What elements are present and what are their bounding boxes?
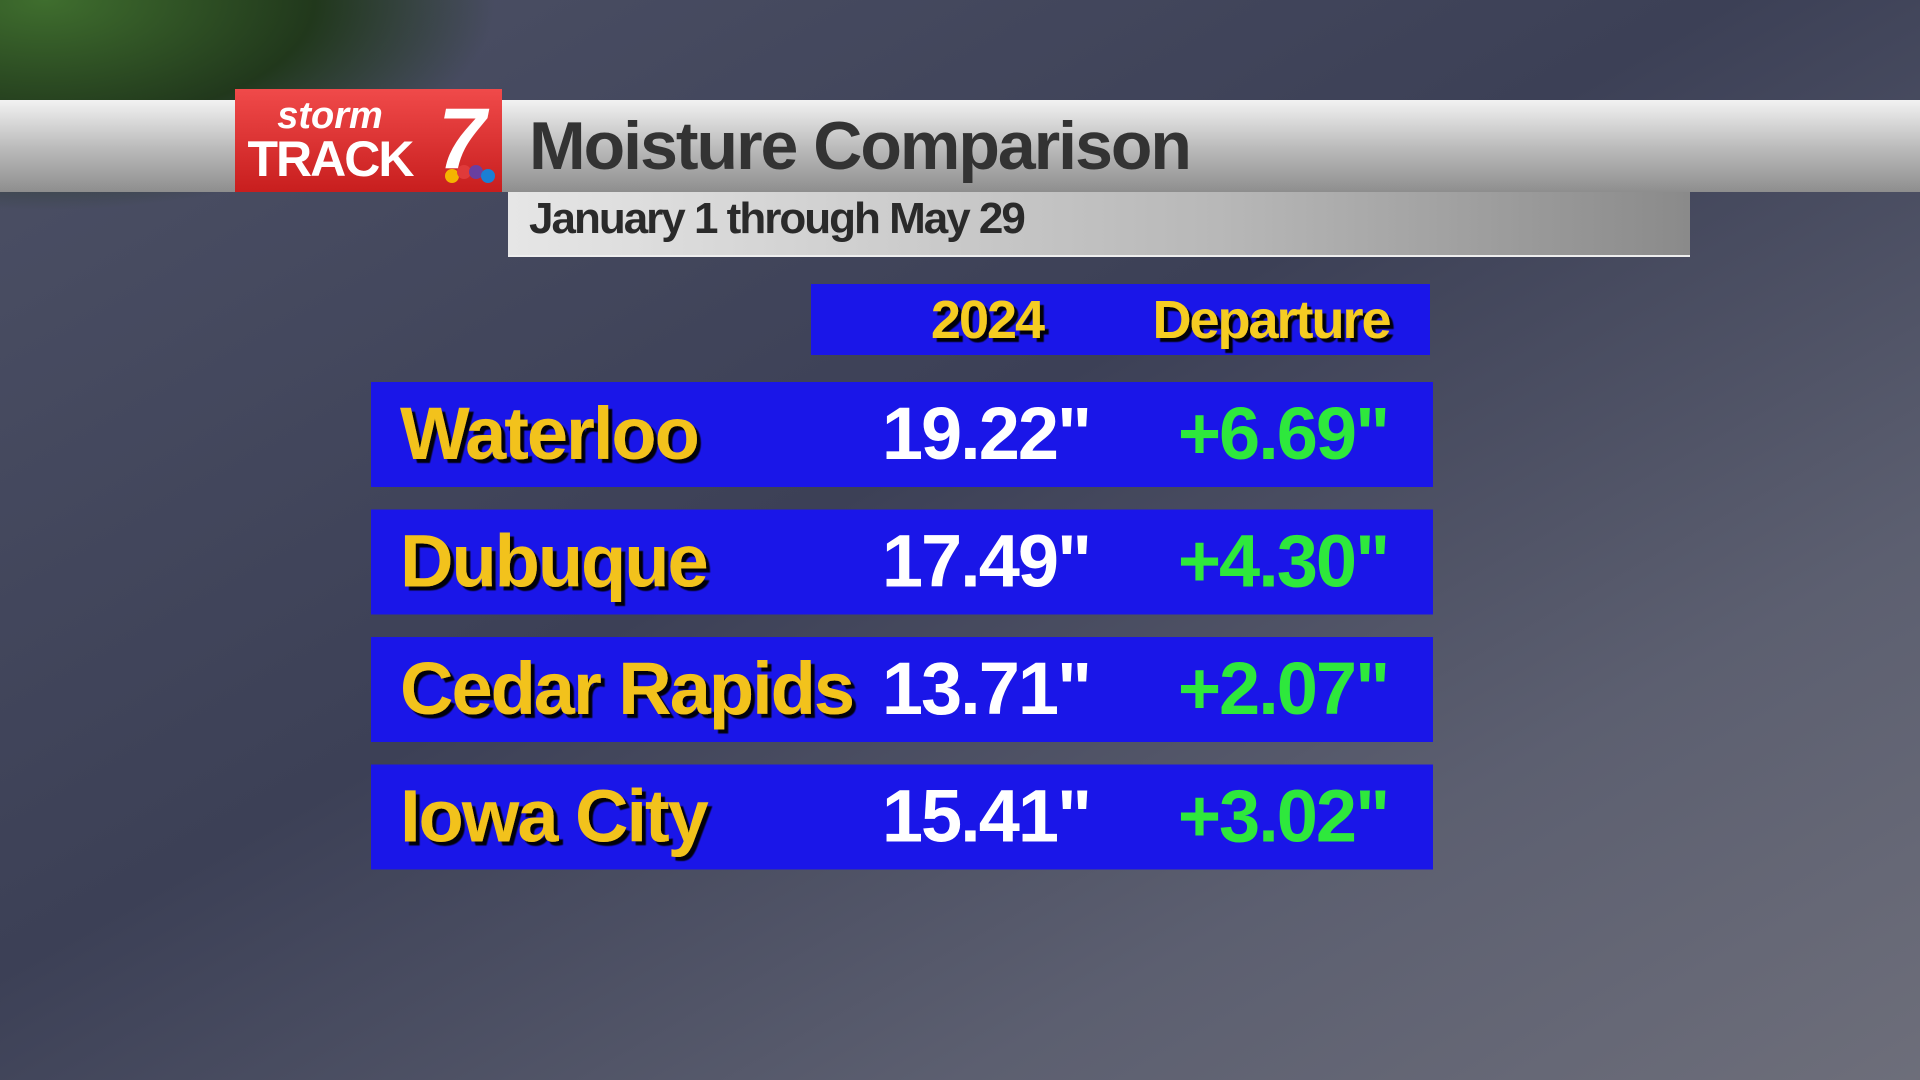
- column-header: 2024: [931, 290, 1045, 350]
- column-header: Departure: [1152, 290, 1390, 350]
- precip-value: 17.49": [882, 520, 1090, 603]
- title: Moisture Comparison: [529, 108, 1190, 184]
- peacock-dot: [457, 165, 471, 179]
- precip-value: 13.71": [882, 647, 1090, 730]
- row-bar: [371, 637, 1433, 742]
- city-name: Iowa City: [400, 775, 709, 858]
- city-name: Dubuque: [400, 520, 707, 603]
- precip-value: 19.22": [882, 392, 1090, 475]
- departure-value: +2.07": [1178, 647, 1388, 730]
- logo-track: TRACK: [248, 131, 415, 187]
- departure-value: +4.30": [1178, 520, 1388, 603]
- row-bar: [371, 382, 1433, 487]
- peacock-dot: [445, 169, 459, 183]
- departure-value: +3.02": [1178, 775, 1388, 858]
- precip-value: 15.41": [882, 775, 1090, 858]
- city-name: Waterloo: [400, 392, 698, 475]
- row-bar: [371, 509, 1433, 615]
- departure-value: +6.69": [1178, 392, 1388, 475]
- subtitle: January 1 through May 29: [529, 194, 1024, 243]
- row-bar: [371, 764, 1433, 870]
- table-rows: Waterloo 19.22" +6.69" Dubuque 17.49" +4.30" C…: [371, 382, 1433, 870]
- peacock-dot: [481, 169, 495, 183]
- peacock-dot: [469, 165, 483, 179]
- column-header-bar: [811, 284, 1430, 355]
- subtitle-band: [508, 192, 1690, 256]
- logo-storm: storm: [277, 95, 383, 137]
- logo-peacock: [445, 165, 495, 183]
- city-name: Cedar Rapids: [400, 647, 853, 730]
